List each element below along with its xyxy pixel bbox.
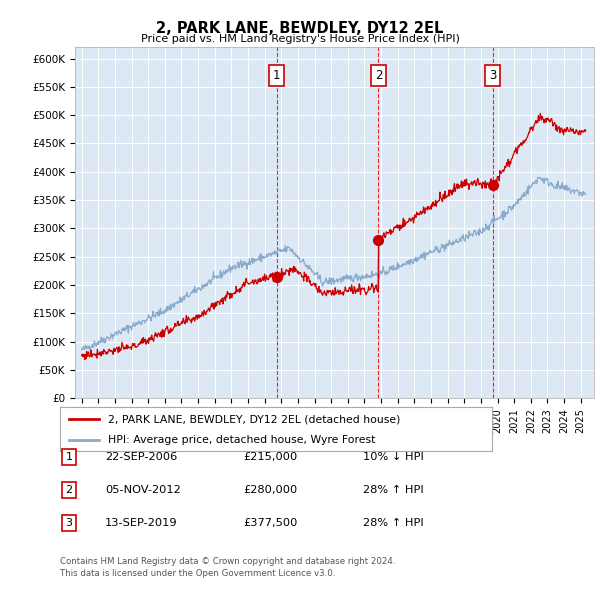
Text: 2: 2 bbox=[374, 69, 382, 82]
Text: Contains HM Land Registry data © Crown copyright and database right 2024.: Contains HM Land Registry data © Crown c… bbox=[60, 557, 395, 566]
Text: 3: 3 bbox=[489, 69, 496, 82]
Point bbox=[272, 272, 281, 281]
Text: £280,000: £280,000 bbox=[243, 485, 297, 494]
Text: 2, PARK LANE, BEWDLEY, DY12 2EL (detached house): 2, PARK LANE, BEWDLEY, DY12 2EL (detache… bbox=[107, 415, 400, 424]
Text: 2: 2 bbox=[65, 485, 73, 494]
Text: £215,000: £215,000 bbox=[243, 453, 297, 462]
Text: 28% ↑ HPI: 28% ↑ HPI bbox=[363, 519, 424, 528]
Text: 13-SEP-2019: 13-SEP-2019 bbox=[105, 519, 178, 528]
Text: 2, PARK LANE, BEWDLEY, DY12 2EL: 2, PARK LANE, BEWDLEY, DY12 2EL bbox=[157, 21, 443, 35]
Text: 1: 1 bbox=[65, 453, 73, 462]
Text: Price paid vs. HM Land Registry's House Price Index (HPI): Price paid vs. HM Land Registry's House … bbox=[140, 34, 460, 44]
Text: 1: 1 bbox=[273, 69, 280, 82]
Point bbox=[374, 235, 383, 244]
Text: HPI: Average price, detached house, Wyre Forest: HPI: Average price, detached house, Wyre… bbox=[107, 435, 375, 445]
Text: 10% ↓ HPI: 10% ↓ HPI bbox=[363, 453, 424, 462]
Text: 05-NOV-2012: 05-NOV-2012 bbox=[105, 485, 181, 494]
Text: 3: 3 bbox=[65, 519, 73, 528]
Text: £377,500: £377,500 bbox=[243, 519, 298, 528]
Text: 22-SEP-2006: 22-SEP-2006 bbox=[105, 453, 177, 462]
Text: 28% ↑ HPI: 28% ↑ HPI bbox=[363, 485, 424, 494]
Point bbox=[488, 180, 497, 189]
Text: This data is licensed under the Open Government Licence v3.0.: This data is licensed under the Open Gov… bbox=[60, 569, 335, 578]
